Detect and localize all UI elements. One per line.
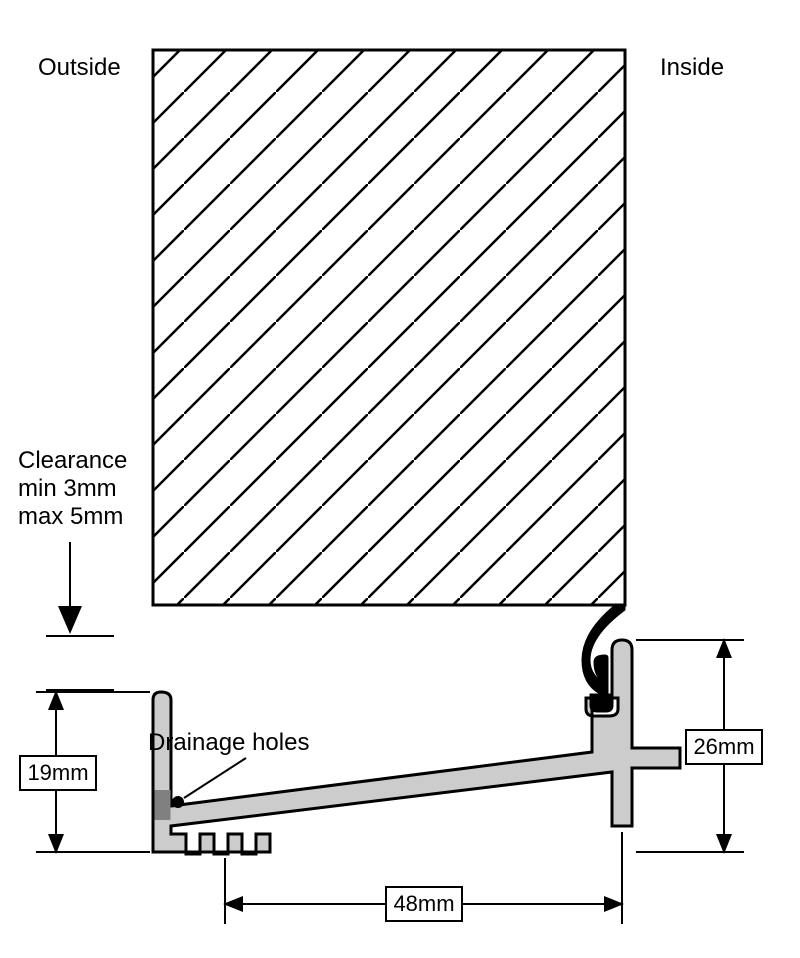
clearance-arrowhead xyxy=(58,606,82,634)
label-inside: Inside xyxy=(660,54,724,81)
drainage-leader xyxy=(184,758,246,798)
door-cross-section xyxy=(153,50,625,605)
dim26-text: 26mm xyxy=(693,734,754,759)
label-outside: Outside xyxy=(38,54,121,81)
label-clearance-3: max 5mm xyxy=(18,503,123,530)
dim48-text: 48mm xyxy=(393,891,454,916)
diagram-stage: Outside Inside Clearance min 3mm max 5mm… xyxy=(0,0,800,958)
label-drainage: Drainage holes xyxy=(148,729,309,756)
drainage-zone xyxy=(155,790,171,820)
label-clearance-2: min 3mm xyxy=(18,475,117,502)
label-clearance-1: Clearance xyxy=(18,447,127,474)
dim19-text: 19mm xyxy=(27,760,88,785)
diagram-svg: Outside Inside Clearance min 3mm max 5mm… xyxy=(0,0,800,958)
drainage-hole-dot xyxy=(172,796,184,808)
